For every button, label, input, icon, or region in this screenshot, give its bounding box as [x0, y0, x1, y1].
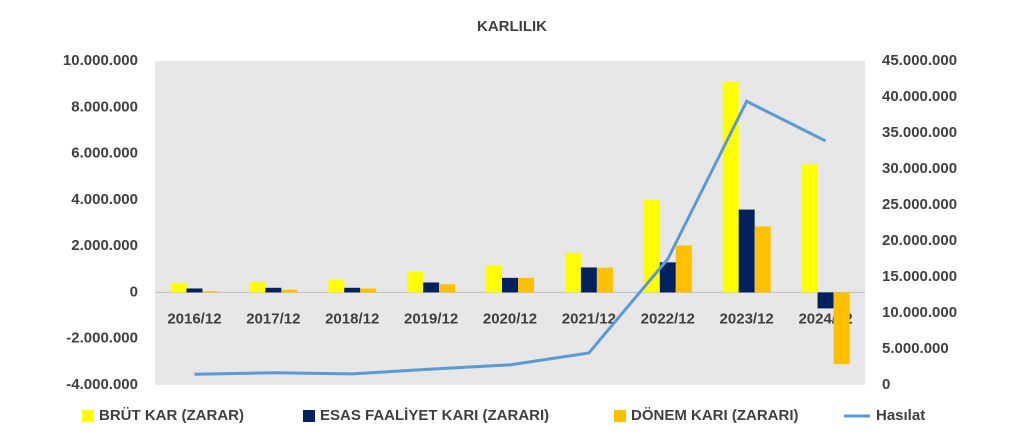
x-tick-label: 2016/12 — [167, 310, 221, 327]
bar — [281, 289, 298, 293]
x-tick-label: 2019/12 — [404, 310, 458, 327]
bar — [360, 288, 377, 293]
bar — [502, 277, 518, 293]
bar — [407, 271, 424, 293]
bar — [486, 265, 502, 293]
y2-tick-label: 35.000.000 — [882, 124, 957, 141]
bar — [249, 282, 266, 293]
x-tick-label: 2022/12 — [641, 310, 695, 327]
bar — [801, 164, 818, 293]
x-tick-label: 2021/12 — [562, 310, 616, 327]
bar — [596, 267, 613, 293]
y-tick-label: -2.000.000 — [66, 330, 138, 347]
bar — [265, 287, 282, 293]
bar — [186, 288, 203, 293]
bar — [564, 253, 581, 293]
y2-tick-label: 0 — [882, 376, 890, 393]
bar — [518, 277, 534, 293]
bar — [817, 292, 834, 309]
x-tick-label: 2017/12 — [246, 310, 300, 327]
y-tick-label: 2.000.000 — [71, 237, 138, 254]
y2-tick-label: 30.000.000 — [882, 160, 957, 177]
bar — [423, 282, 440, 293]
y-tick-label: 10.000.000 — [63, 52, 138, 69]
y2-tick-label: 20.000.000 — [882, 232, 957, 249]
legend-swatch — [82, 410, 94, 422]
x-tick-label: 2020/12 — [483, 310, 537, 327]
y2-tick-label: 10.000.000 — [882, 304, 957, 321]
bar — [344, 287, 361, 293]
y-tick-label: 8.000.000 — [71, 98, 138, 115]
bar — [202, 291, 219, 293]
legend-label: BRÜT KAR (ZARAR) — [99, 407, 244, 424]
y2-tick-label: 40.000.000 — [882, 88, 957, 105]
chart-title: KARLILIK — [477, 18, 547, 35]
legend-swatch — [614, 410, 626, 422]
bar — [328, 279, 345, 293]
y-tick-label: 6.000.000 — [71, 145, 138, 162]
y2-tick-label: 45.000.000 — [882, 52, 957, 69]
legend-label: ESAS FAALİYET KARI (ZARARI) — [320, 407, 549, 424]
y2-tick-label: 25.000.000 — [882, 196, 957, 213]
bar — [738, 209, 755, 293]
legend-label: Hasılat — [876, 407, 925, 424]
y2-tick-label: 5.000.000 — [882, 340, 949, 357]
x-tick-label: 2018/12 — [325, 310, 379, 327]
bar — [170, 283, 187, 293]
y-tick-label: 4.000.000 — [71, 191, 138, 208]
bar — [659, 262, 676, 293]
y2-tick-label: 15.000.000 — [882, 268, 957, 285]
bar — [754, 226, 771, 293]
x-tick-label: 2023/12 — [720, 310, 774, 327]
line-series — [194, 99, 827, 376]
plot-area — [155, 61, 865, 385]
y-tick-label: 0 — [130, 283, 138, 300]
legend-label: DÖNEM KARI (ZARARI) — [631, 407, 798, 424]
bar — [675, 245, 692, 293]
legend-swatch — [303, 410, 315, 422]
bar — [439, 284, 456, 293]
bar — [580, 267, 597, 293]
y-tick-label: -4.000.000 — [66, 376, 138, 393]
bar — [643, 199, 660, 293]
bar — [722, 81, 739, 293]
bar — [833, 292, 850, 365]
